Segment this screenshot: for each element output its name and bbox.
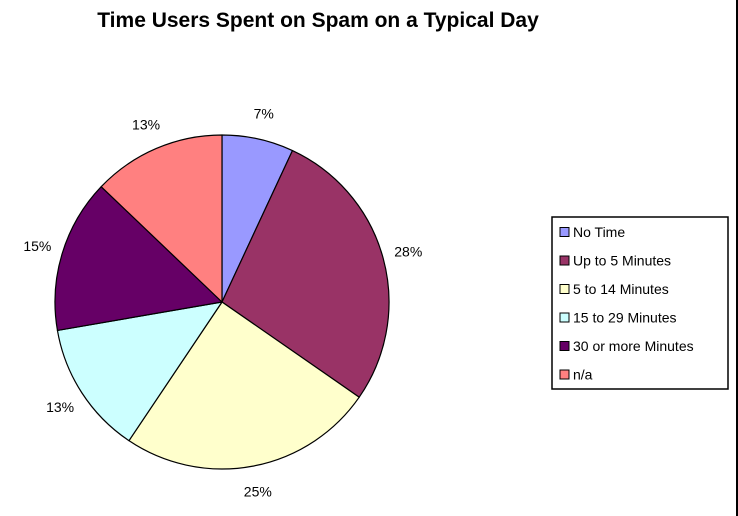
legend-swatch-30-or-more-minutes xyxy=(559,341,570,351)
legend-swatch-15-to-29-minutes xyxy=(559,312,570,323)
slice-label-5-to-14-minutes: 25% xyxy=(244,484,272,500)
slice-label-up-to-5-minutes: 28% xyxy=(394,244,422,260)
slice-label-n-a: 13% xyxy=(132,117,160,133)
legend-label-up-to-5-minutes: Up to 5 Minutes xyxy=(573,253,671,269)
pie-slice-up-to-5-minutes xyxy=(221,149,390,398)
pie-slice-n-a xyxy=(100,134,223,303)
legend-label-no-time: No Time xyxy=(573,224,625,240)
legend-label-30-or-more-minutes: 30 or more Minutes xyxy=(573,338,694,354)
legend: No Time Up to 5 Minutes 5 to 14 Minutes 15 … xyxy=(551,216,729,390)
chart-title: Time Users Spent on Spam on a Typical Da… xyxy=(97,9,539,32)
pie-slice-5-to-14-minutes xyxy=(128,301,360,470)
pie-slice-labels: 7% 28% 25% 13% 15% 13% xyxy=(23,106,422,500)
legend-swatch-no-time xyxy=(559,227,570,237)
legend-label-15-to-29-minutes: 15 to 29 Minutes xyxy=(573,310,677,326)
legend-swatch-n-a xyxy=(559,369,570,380)
slice-label-15-to-29-minutes: 13% xyxy=(46,399,74,415)
legend-label-n-a: n/a xyxy=(573,367,593,383)
legend-items: No Time Up to 5 Minutes 5 to 14 Minutes 15 … xyxy=(559,224,694,383)
slice-label-30-or-more-minutes: 15% xyxy=(23,238,51,254)
legend-label-5-to-14-minutes: 5 to 14 Minutes xyxy=(573,281,669,297)
legend-swatch-up-to-5-minutes xyxy=(559,255,570,266)
pie-slices xyxy=(54,134,390,470)
pie-slice-30-or-more-minutes xyxy=(54,186,223,332)
pie-slice-15-to-29-minutes xyxy=(56,301,223,442)
legend-box xyxy=(551,216,729,390)
legend-swatch-5-to-14-minutes xyxy=(559,284,570,294)
slice-label-no-time: 7% xyxy=(254,106,274,122)
